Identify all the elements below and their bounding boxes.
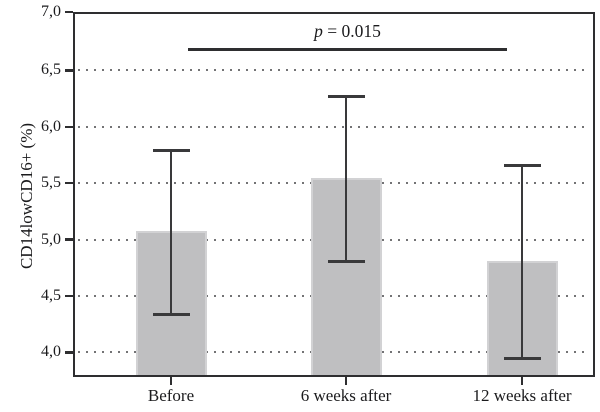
y-tick-label: 5,0	[41, 230, 61, 248]
y-tick-label: 4,0	[41, 343, 61, 361]
error-bar-stem	[520, 165, 524, 359]
error-bar-cap-top	[152, 149, 190, 152]
x-axis-label: 6 weeks after	[300, 386, 392, 405]
error-bar-cap-top	[327, 94, 365, 98]
significance-line	[188, 48, 507, 51]
x-axis-label: 12 weeks after	[472, 386, 572, 405]
y-axis-tick	[65, 69, 73, 72]
error-bar-cap-bottom	[152, 312, 190, 316]
p-value-text: = 0.015	[322, 21, 381, 41]
x-axis-tick	[344, 377, 348, 385]
gridline	[78, 125, 590, 128]
y-tick-label: 6,0	[41, 117, 61, 135]
error-bar-cap-bottom	[503, 356, 541, 360]
p-value-label: p = 0.015	[314, 21, 381, 42]
y-axis-tick	[65, 125, 73, 129]
x-axis-tick	[520, 377, 524, 385]
y-axis-tick	[65, 294, 73, 298]
error-bar-stem	[344, 96, 348, 262]
y-tick-label: 5,5	[41, 174, 61, 192]
y-axis-tick	[65, 181, 73, 185]
p-value-variable: p	[314, 21, 323, 41]
y-tick-label: 7,0	[41, 3, 61, 20]
y-axis-tick	[65, 238, 73, 241]
y-axis-tick	[65, 10, 73, 14]
y-axis-tick	[65, 351, 73, 354]
error-bar-cap-top	[503, 163, 541, 167]
y-tick-label: 6,5	[41, 61, 61, 79]
plot-area: p = 0.015	[73, 12, 595, 377]
y-tick-label: 4,5	[41, 287, 61, 305]
error-bar-stem	[169, 150, 173, 315]
x-axis-tick	[169, 377, 173, 385]
x-axis-label: Before	[147, 386, 195, 405]
gridline	[78, 69, 590, 72]
error-bar-cap-bottom	[327, 259, 365, 263]
